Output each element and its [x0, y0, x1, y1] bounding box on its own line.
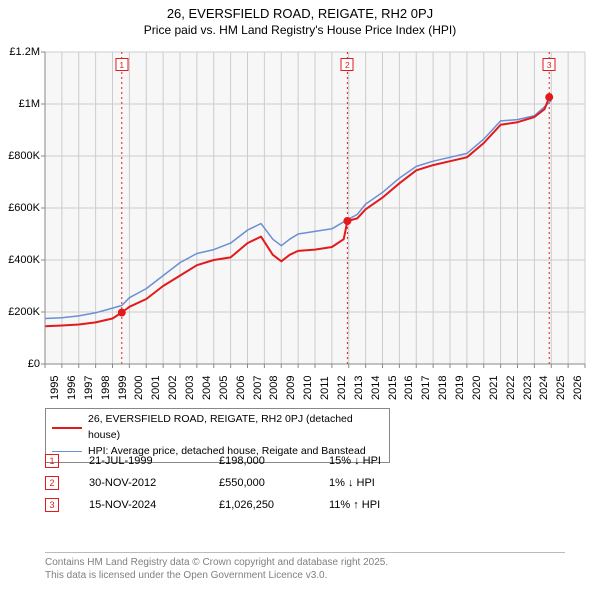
y-tick-label: £200K — [8, 306, 40, 318]
row-date: 30-NOV-2012 — [89, 477, 219, 489]
y-axis-labels: £0£200K£400K£600K£800K£1M£1.2M — [0, 52, 44, 364]
table-row: 3 15-NOV-2024£1,026,25011% ↑ HPI — [45, 494, 505, 516]
x-tick-label: 2011 — [319, 376, 331, 400]
title-block: 26, EVERSFIELD ROAD, REIGATE, RH2 0PJ Pr… — [0, 0, 600, 37]
x-tick-label: 2025 — [555, 376, 567, 400]
x-tick-label: 2007 — [252, 376, 264, 400]
x-tick-label: 1998 — [100, 376, 112, 400]
x-tick-label: 2009 — [285, 376, 297, 400]
y-tick-label: £400K — [8, 254, 40, 266]
x-tick-label: 2024 — [538, 376, 550, 400]
x-tick-label: 2012 — [336, 376, 348, 400]
x-tick-label: 2022 — [505, 376, 517, 400]
row-hpi: 1% ↓ HPI — [329, 477, 429, 489]
sales-table: 1 21-JUL-1999£198,00015% ↓ HPI 2 30-NOV-201… — [45, 450, 505, 516]
row-marker: 2 — [45, 476, 59, 490]
chart-marker-3: 3 — [543, 58, 556, 71]
x-tick-label: 2026 — [572, 376, 584, 400]
y-tick-label: £1M — [19, 98, 40, 110]
chart-svg — [45, 52, 585, 364]
footer-attribution: Contains HM Land Registry data © Crown c… — [45, 552, 565, 582]
x-tick-label: 1999 — [117, 376, 129, 400]
row-price: £550,000 — [219, 477, 329, 489]
y-tick-label: £600K — [8, 202, 40, 214]
row-date: 15-NOV-2024 — [89, 499, 219, 511]
chart-subtitle: Price paid vs. HM Land Registry's House … — [0, 23, 600, 37]
x-tick-label: 1997 — [83, 376, 95, 400]
footer-line-1: Contains HM Land Registry data © Crown c… — [45, 556, 565, 569]
x-tick-label: 2002 — [167, 376, 179, 400]
y-tick-label: £1.2M — [9, 46, 40, 58]
x-tick-label: 2013 — [353, 376, 365, 400]
x-tick-label: 2017 — [420, 376, 432, 400]
x-tick-label: 2005 — [218, 376, 230, 400]
table-row: 2 30-NOV-2012£550,0001% ↓ HPI — [45, 472, 505, 494]
row-marker: 1 — [45, 454, 59, 468]
footer-line-2: This data is licensed under the Open Gov… — [45, 569, 565, 582]
x-tick-label: 2020 — [471, 376, 483, 400]
legend-item: 26, EVERSFIELD ROAD, REIGATE, RH2 0PJ (d… — [52, 412, 383, 444]
chart-marker-1: 1 — [115, 58, 128, 71]
chart-container: 26, EVERSFIELD ROAD, REIGATE, RH2 0PJ Pr… — [0, 0, 600, 590]
legend-label: 26, EVERSFIELD ROAD, REIGATE, RH2 0PJ (d… — [88, 412, 383, 444]
x-tick-label: 2016 — [403, 376, 415, 400]
x-tick-label: 2015 — [387, 376, 399, 400]
legend-swatch — [52, 427, 82, 429]
chart-plot-area: 1 2 3 — [45, 52, 585, 364]
x-axis-labels: 1995 1996 1997 1998 1999 2000 2001 2002 2003 2004… — [45, 368, 585, 408]
x-tick-label: 2010 — [302, 376, 314, 400]
row-price: £1,026,250 — [219, 499, 329, 511]
chart-title: 26, EVERSFIELD ROAD, REIGATE, RH2 0PJ — [0, 6, 600, 21]
row-hpi: 15% ↓ HPI — [329, 455, 429, 467]
x-tick-label: 2021 — [488, 376, 500, 400]
x-tick-label: 2001 — [150, 376, 162, 400]
y-tick-label: £800K — [8, 150, 40, 162]
x-tick-label: 2000 — [133, 376, 145, 400]
x-tick-label: 2004 — [201, 376, 213, 400]
x-tick-label: 2019 — [454, 376, 466, 400]
x-tick-label: 1996 — [66, 376, 78, 400]
y-tick-label: £0 — [28, 358, 40, 370]
row-price: £198,000 — [219, 455, 329, 467]
x-tick-label: 2018 — [437, 376, 449, 400]
row-date: 21-JUL-1999 — [89, 455, 219, 467]
x-tick-label: 2006 — [235, 376, 247, 400]
x-tick-label: 2014 — [370, 376, 382, 400]
x-tick-label: 1995 — [49, 376, 61, 400]
table-row: 1 21-JUL-1999£198,00015% ↓ HPI — [45, 450, 505, 472]
x-tick-label: 2008 — [268, 376, 280, 400]
row-hpi: 11% ↑ HPI — [329, 499, 429, 511]
x-tick-label: 2023 — [522, 376, 534, 400]
row-marker: 3 — [45, 498, 59, 512]
x-tick-label: 2003 — [184, 376, 196, 400]
chart-marker-2: 2 — [341, 58, 354, 71]
